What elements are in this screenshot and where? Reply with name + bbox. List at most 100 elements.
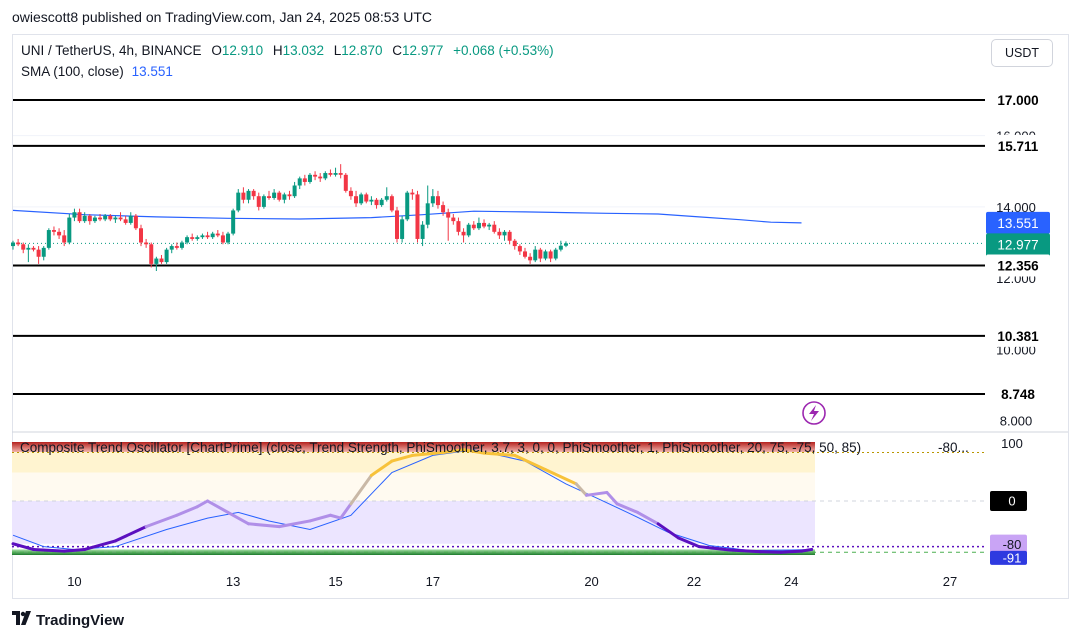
oscillator-title[interactable]: Composite Trend Oscillator [ChartPrime] …	[20, 440, 970, 455]
candle-body	[267, 196, 271, 198]
candle-body	[123, 219, 128, 223]
candle-body	[313, 174, 318, 177]
candle	[174, 242, 179, 250]
candle	[113, 215, 118, 223]
candle	[333, 167, 338, 177]
osc-main-segment	[175, 505, 199, 517]
candle	[261, 194, 266, 209]
price-label-bg	[986, 211, 1050, 234]
candle	[246, 189, 251, 204]
candle	[169, 244, 174, 254]
price-label-text: 12.356	[997, 258, 1039, 273]
osc-main-segment	[31, 547, 66, 553]
candle-body	[67, 217, 72, 243]
candle	[98, 214, 103, 222]
candle	[103, 214, 108, 222]
tradingview-brand: TradingView	[36, 611, 125, 629]
candle	[11, 240, 15, 250]
osc-main-segment	[62, 547, 87, 553]
sma-label[interactable]: SMA (100, close)	[21, 64, 124, 79]
candle-body	[302, 178, 307, 182]
candle	[241, 187, 246, 204]
candle-body	[374, 199, 379, 206]
candle-body	[11, 242, 15, 247]
candle	[471, 221, 476, 231]
candle-body	[256, 196, 261, 207]
lightning-icon[interactable]	[802, 401, 826, 425]
candle	[323, 171, 328, 181]
candle	[226, 231, 231, 245]
candle	[185, 235, 190, 245]
osc-main-segment	[277, 519, 312, 529]
osc-main-segment	[574, 482, 588, 497]
candle-body	[461, 231, 466, 236]
candle	[195, 235, 200, 241]
candle-body	[77, 212, 82, 222]
price-label-text: 13.551	[997, 216, 1038, 231]
candle-body	[507, 231, 512, 241]
price-label-bg	[986, 254, 1050, 277]
currency-button[interactable]: USDT	[991, 39, 1053, 67]
candle-body	[502, 231, 507, 236]
candle	[482, 219, 487, 229]
high-label: H	[272, 43, 283, 58]
candle	[72, 208, 77, 222]
candle-body	[359, 194, 364, 204]
osc-main-segment	[677, 536, 701, 549]
change-value: +0.068 (+0.53%)	[453, 43, 554, 58]
candle-body	[533, 249, 538, 261]
candle-body	[220, 235, 225, 243]
candle	[267, 190, 271, 200]
candle-body	[343, 174, 348, 191]
osc-main-segment	[697, 545, 732, 552]
candle-body	[369, 199, 374, 202]
published-by: owiescott8 published on TradingView.com,…	[12, 9, 432, 25]
candle-body	[200, 235, 205, 238]
osc-lower-zone	[12, 501, 815, 544]
chart-frame	[12, 34, 1069, 599]
candle	[108, 214, 113, 222]
price-label: 12.356	[986, 254, 1050, 277]
candle-body	[354, 196, 359, 204]
candle-body	[323, 173, 328, 179]
candle-body	[538, 249, 543, 259]
osc-main-segment	[83, 539, 117, 551]
time-tick: 17	[426, 574, 440, 589]
candle-body	[261, 196, 266, 207]
candle-body	[46, 230, 51, 248]
tradingview-logo[interactable]: TradingView	[12, 611, 124, 629]
candle	[430, 189, 435, 207]
candle	[128, 212, 133, 225]
candle	[548, 249, 553, 263]
osc-label: -91	[990, 550, 1027, 565]
candle-body	[553, 249, 558, 259]
candle-body	[476, 222, 481, 229]
candle-body	[379, 199, 384, 206]
candle	[92, 215, 97, 223]
osc-main-segment	[759, 550, 783, 554]
candle	[410, 189, 415, 200]
candle-body	[169, 246, 174, 250]
osc-main-segment	[195, 499, 210, 509]
osc-main-segment	[799, 547, 814, 553]
candle	[31, 246, 36, 252]
osc-label-text: 100	[1001, 436, 1023, 451]
osc-signal-line	[12, 449, 812, 552]
candle	[231, 208, 236, 236]
candle	[328, 169, 333, 177]
symbol-name[interactable]: UNI / TetherUS, 4h, BINANCE	[21, 43, 202, 58]
candle-body	[82, 215, 87, 222]
price-label-bg	[986, 383, 1050, 405]
candle-body	[292, 185, 297, 197]
candle	[46, 228, 51, 250]
candle	[563, 241, 568, 248]
candle	[538, 247, 543, 263]
candle-body	[159, 258, 164, 263]
candle-body	[466, 224, 471, 236]
osc-main-segment	[339, 502, 353, 520]
open-label: O	[211, 43, 222, 58]
candle	[297, 176, 302, 190]
candle	[57, 228, 62, 239]
price-tick: 8.000	[1000, 414, 1033, 429]
